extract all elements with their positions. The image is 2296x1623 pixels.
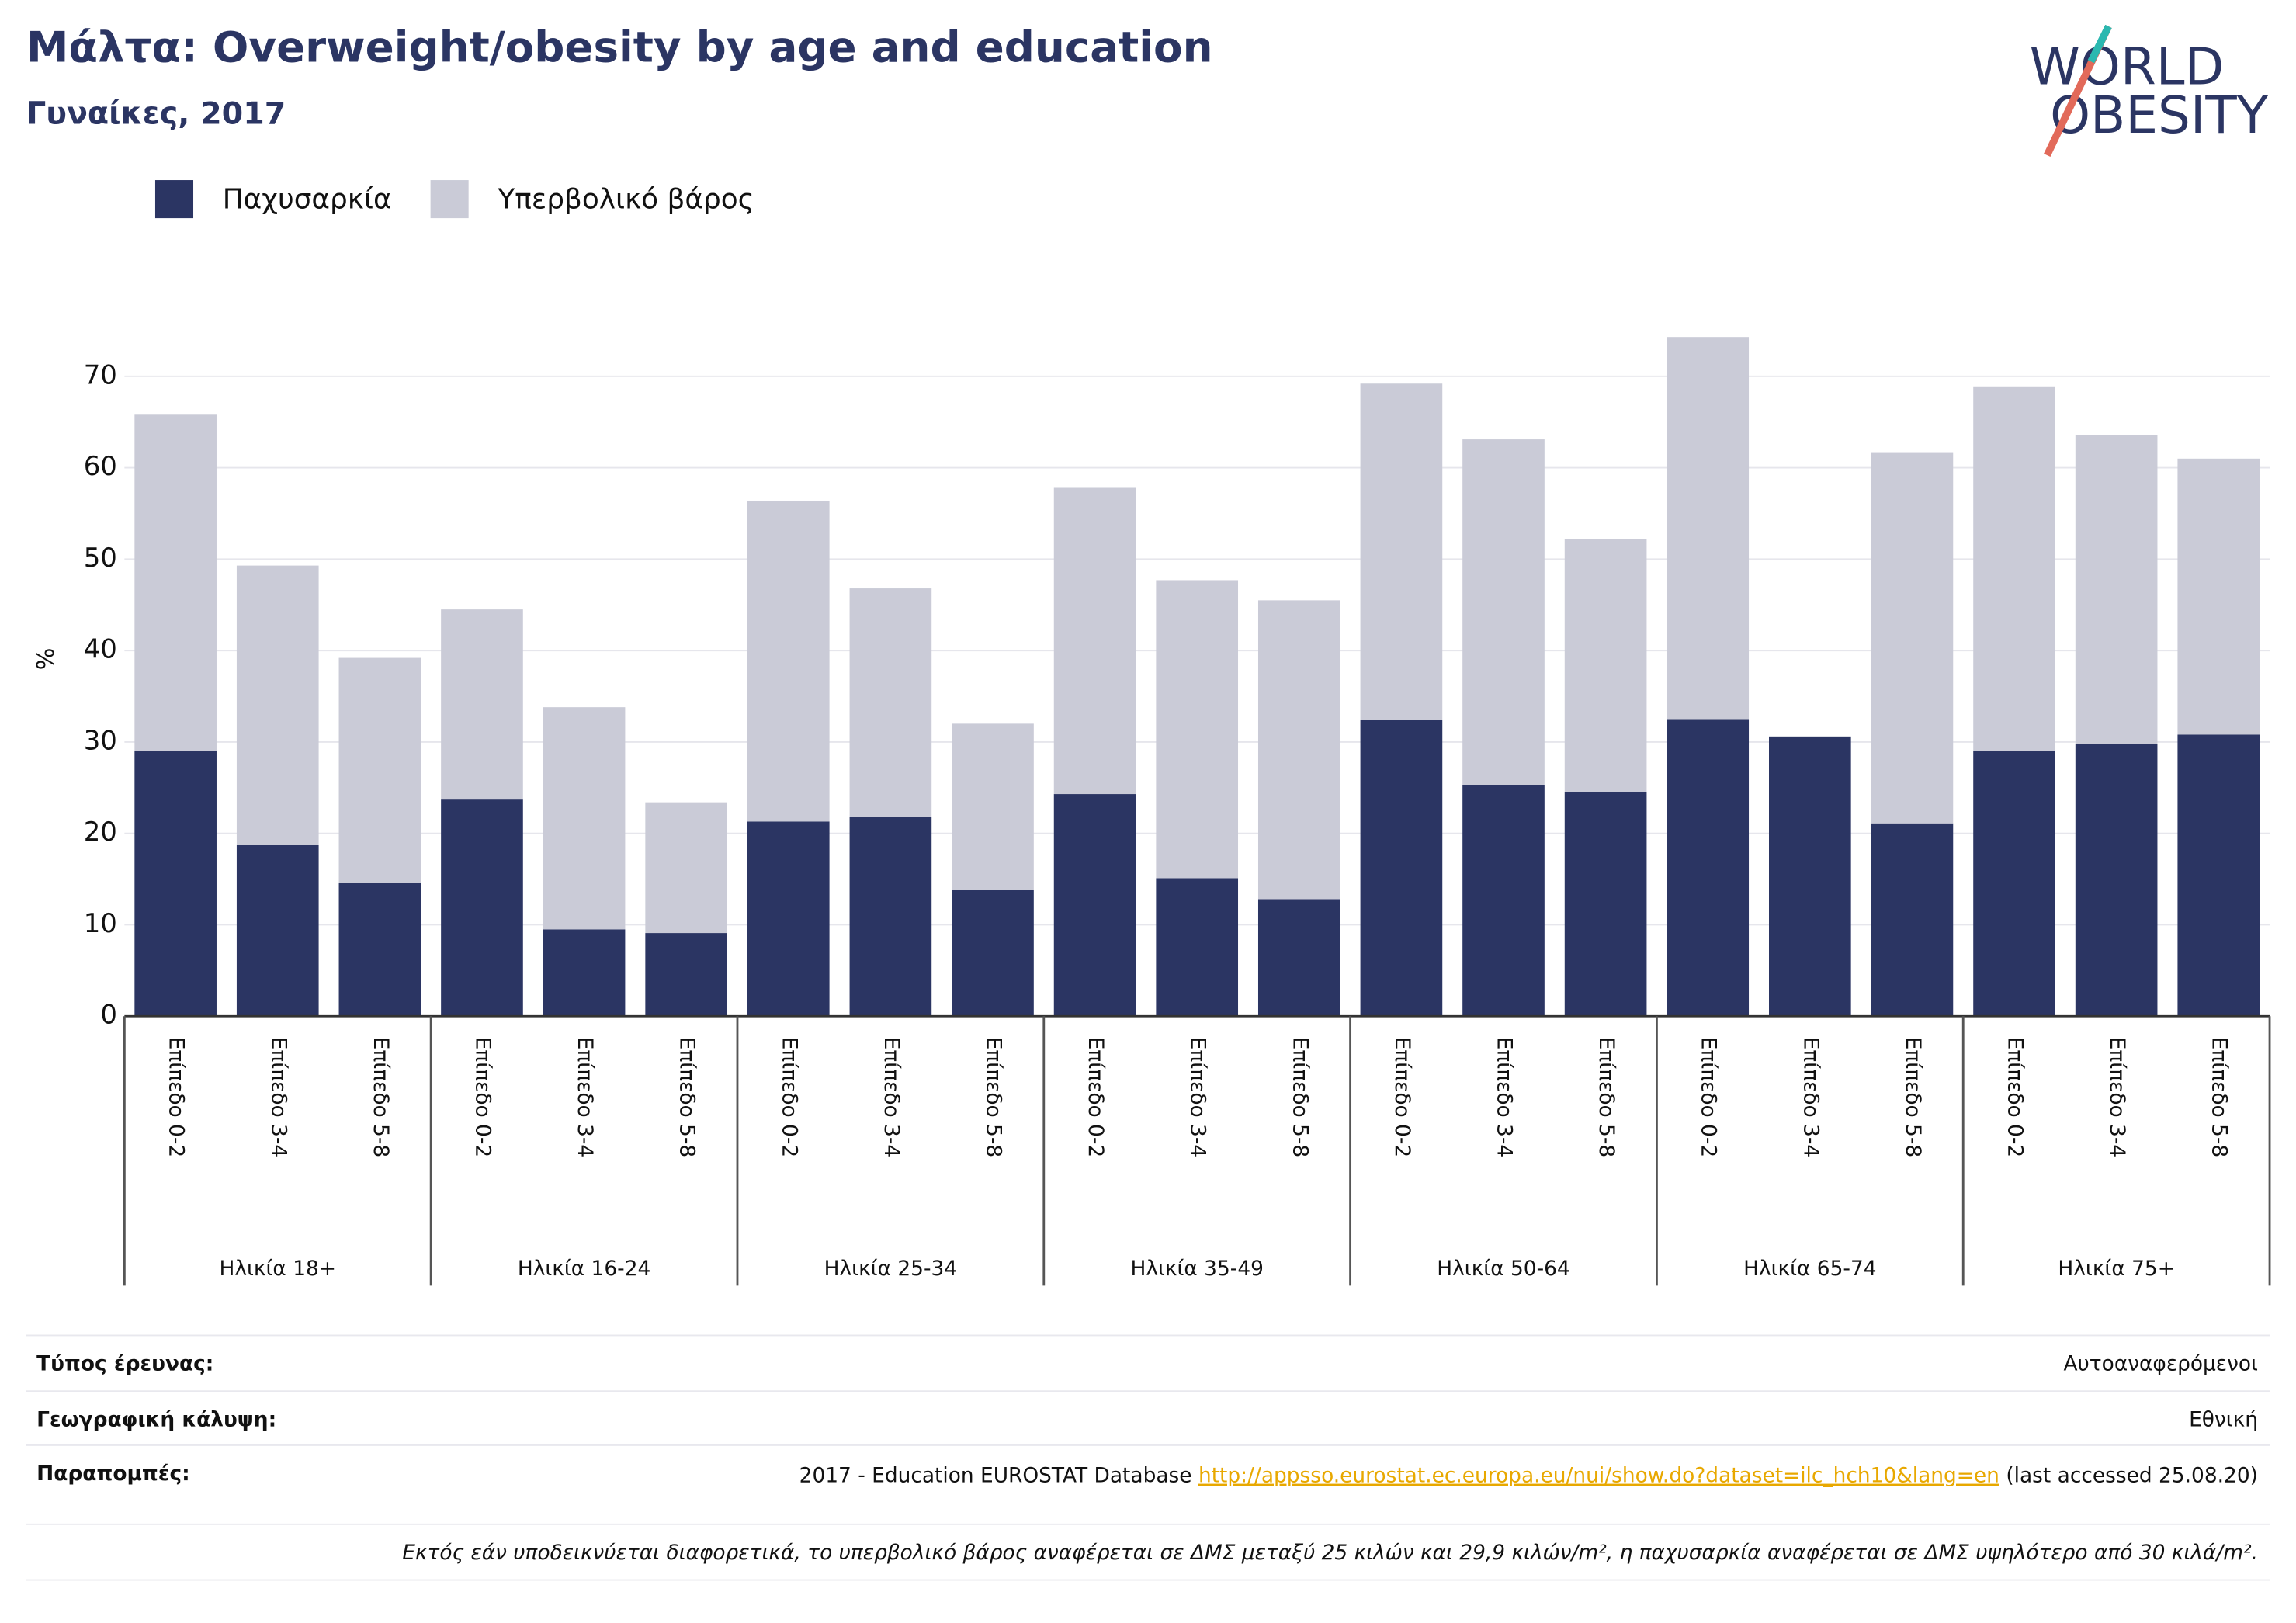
x-tick-label: Επίπεδο 3-4 — [879, 1037, 903, 1158]
bar-segment — [1871, 452, 1954, 824]
bar-segment — [1053, 487, 1136, 795]
group-label: Ηλικία 18+ — [220, 1257, 336, 1281]
bar-segment — [2075, 435, 2158, 744]
group-label: Ηλικία 65-74 — [1743, 1257, 1876, 1281]
bar-segment — [1360, 720, 1443, 1017]
y-tick-label: 0 — [100, 1000, 117, 1031]
x-tick-label: Επίπεδο 0-2 — [777, 1037, 801, 1158]
bar-segment — [1257, 899, 1340, 1017]
x-tick-label: Επίπεδο 0-2 — [470, 1037, 494, 1158]
legend-swatch — [430, 180, 469, 219]
legend-label: Υπερβολικό βάρος — [497, 183, 754, 215]
bar-segment — [645, 933, 727, 1017]
group-label: Ηλικία 35-49 — [1130, 1257, 1263, 1281]
bar-segment — [1257, 600, 1340, 900]
bar-segment — [1462, 439, 1545, 785]
bar-segment — [849, 817, 932, 1017]
bar-segment — [1053, 794, 1136, 1017]
y-tick-label: 30 — [84, 725, 117, 756]
reference-suffix: (last accessed 25.08.20) — [2006, 1463, 2258, 1487]
x-tick-label: Επίπεδο 5-8 — [1594, 1037, 1618, 1158]
bar-segment — [645, 802, 727, 934]
bar-segment — [1564, 792, 1647, 1017]
y-tick-label: 60 — [84, 451, 117, 482]
bar-segment — [441, 609, 523, 800]
bar-segment — [1360, 383, 1443, 720]
bar-segment — [1973, 751, 2055, 1017]
group-label: Ηλικία 16-24 — [518, 1257, 650, 1281]
logo-slash-top — [2087, 24, 2112, 64]
bar-segment — [543, 929, 626, 1017]
bar-segment — [747, 500, 830, 822]
x-tick-label: Επίπεδο 0-2 — [1697, 1037, 1721, 1158]
y-tick-label: 50 — [84, 543, 117, 574]
legend-label: Παχυσαρκία — [223, 183, 392, 215]
x-tick-label: Επίπεδο 5-8 — [1288, 1037, 1312, 1158]
footer: Τύπος έρευνας: Αυτοαναφερόμενοι Γεωγραφι… — [26, 1334, 2270, 1581]
bar-segment — [1156, 878, 1239, 1017]
bar-segment — [2177, 458, 2260, 735]
y-tick-label: 20 — [84, 817, 117, 848]
footer-label: Τύπος έρευνας: — [36, 1352, 213, 1376]
bar-segment — [1667, 337, 1750, 720]
logo-line2: OBESITY — [2050, 85, 2269, 145]
footer-label: Παραπομπές: — [36, 1462, 190, 1486]
group-label: Ηλικία 50-64 — [1437, 1257, 1569, 1281]
bar-segment — [747, 821, 830, 1017]
x-tick-label: Επίπεδο 0-2 — [2003, 1037, 2027, 1158]
bar-segment — [338, 657, 421, 883]
chart-title: Μάλτα: Overweight/obesity by age and edu… — [26, 22, 1213, 71]
bar-segment — [1769, 736, 1851, 1017]
group-label: Ηλικία 75+ — [2058, 1257, 2174, 1281]
bar-segment — [1564, 539, 1647, 792]
bar-segment — [543, 707, 626, 930]
legend-swatch — [154, 180, 194, 219]
x-tick-label: Επίπεδο 5-8 — [981, 1037, 1005, 1158]
bar-segment — [952, 723, 1034, 890]
footer-value: Εθνική — [2189, 1407, 2258, 1431]
x-tick-label: Επίπεδο 3-4 — [266, 1037, 290, 1158]
reference-link[interactable]: http://appsso.eurostat.ec.europa.eu/nui/… — [1198, 1463, 1999, 1487]
logo-line1: WORLD — [2030, 37, 2225, 97]
footer-value: Αυτοαναφερόμενοι — [2063, 1352, 2258, 1376]
bar-segment — [338, 883, 421, 1017]
x-tick-label: Επίπεδο 0-2 — [1084, 1037, 1108, 1158]
bar-segment — [134, 751, 217, 1017]
y-tick-label: 10 — [84, 908, 117, 939]
bar-segment — [2177, 734, 2260, 1017]
bar-segment — [1871, 823, 1954, 1017]
bar-segment — [849, 588, 932, 817]
x-tick-label: Επίπεδο 5-8 — [369, 1037, 393, 1158]
x-tick-label: Επίπεδο 5-8 — [2208, 1037, 2232, 1158]
x-tick-label: Επίπεδο 3-4 — [1493, 1037, 1517, 1158]
reference-prefix: 2017 - Education EUROSTAT Database — [799, 1463, 1192, 1487]
bar-segment — [236, 565, 319, 845]
x-tick-label: Επίπεδο 5-8 — [675, 1037, 699, 1158]
footer-label: Γεωγραφική κάλυψη: — [36, 1407, 276, 1431]
x-tick-label: Επίπεδο 3-4 — [1186, 1037, 1210, 1158]
x-tick-label: Επίπεδο 0-2 — [165, 1037, 189, 1158]
x-tick-label: Επίπεδο 3-4 — [2105, 1037, 2129, 1158]
x-tick-label: Επίπεδο 0-2 — [1390, 1037, 1414, 1158]
footnote: Εκτός εάν υποδεικνύεται διαφορετικά, το … — [402, 1541, 2258, 1565]
bar-segment — [1156, 580, 1239, 879]
reference: 2017 - Education EUROSTAT Database http:… — [799, 1463, 2258, 1487]
bar-segment — [2075, 744, 2158, 1017]
chart-subtitle: Γυναίκες, 2017 — [26, 96, 286, 132]
bar-segment — [441, 799, 523, 1017]
group-label: Ηλικία 25-34 — [824, 1257, 957, 1281]
y-axis-label: % — [33, 648, 60, 671]
x-tick-label: Επίπεδο 3-4 — [1798, 1037, 1823, 1158]
bar-segment — [236, 844, 319, 1017]
bar-segment — [1667, 719, 1750, 1017]
bar-segment — [1462, 785, 1545, 1017]
bar-segment — [134, 414, 217, 751]
y-tick-label: 40 — [84, 634, 117, 665]
x-tick-label: Επίπεδο 5-8 — [1901, 1037, 1925, 1158]
bar-segment — [1973, 386, 2055, 751]
y-tick-label: 70 — [84, 359, 117, 390]
x-tick-label: Επίπεδο 3-4 — [573, 1037, 597, 1158]
bar-segment — [952, 890, 1034, 1017]
